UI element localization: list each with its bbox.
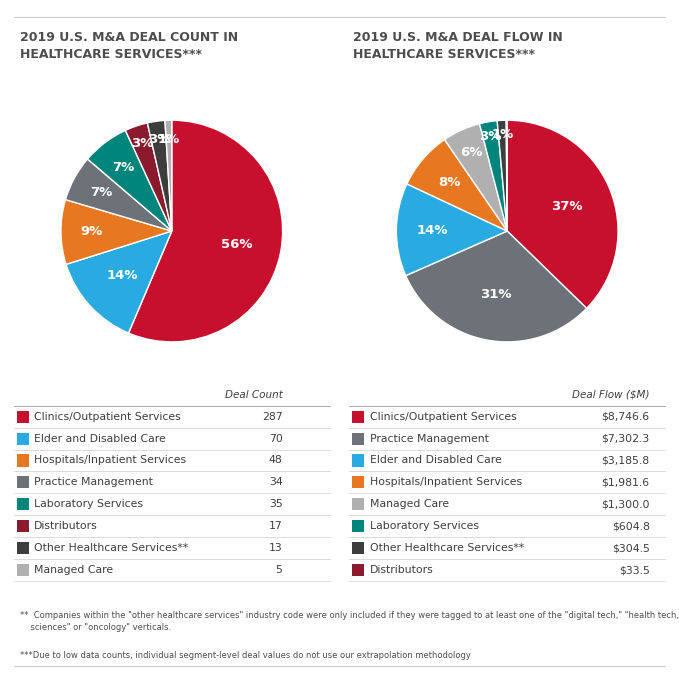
Text: 35: 35 [269,499,282,510]
Text: Hospitals/Inpatient Services: Hospitals/Inpatient Services [34,456,186,466]
Text: Practice Management: Practice Management [369,434,488,444]
Text: Clinics/Outpatient Services: Clinics/Outpatient Services [369,412,516,421]
Wedge shape [407,140,507,231]
Wedge shape [406,231,587,342]
Text: Managed Care: Managed Care [34,565,113,575]
Wedge shape [397,184,507,275]
Text: 9%: 9% [81,225,103,238]
Wedge shape [65,159,172,231]
Text: $604.8: $604.8 [612,521,650,532]
Text: 2019 U.S. M&A DEAL FLOW IN
HEALTHCARE SERVICES***: 2019 U.S. M&A DEAL FLOW IN HEALTHCARE SE… [353,31,563,61]
Text: Practice Management: Practice Management [34,477,153,488]
Text: 2019 U.S. M&A DEAL COUNT IN
HEALTHCARE SERVICES***: 2019 U.S. M&A DEAL COUNT IN HEALTHCARE S… [20,31,238,61]
Text: Laboratory Services: Laboratory Services [34,499,143,510]
Text: Deal Flow ($M): Deal Flow ($M) [572,390,650,399]
Text: 5: 5 [276,565,282,575]
Text: Elder and Disabled Care: Elder and Disabled Care [34,434,166,444]
Text: ***Due to low data counts, individual segment-level deal values do not use our e: ***Due to low data counts, individual se… [20,651,471,660]
Bar [17,476,29,488]
Text: $33.5: $33.5 [619,565,650,575]
Text: Managed Care: Managed Care [369,499,449,510]
Text: 8%: 8% [439,176,461,188]
Bar [352,432,364,445]
Wedge shape [147,121,172,231]
Text: Other Healthcare Services**: Other Healthcare Services** [34,543,188,553]
Text: 70: 70 [269,434,282,444]
Bar [17,410,29,423]
Text: $1,300.0: $1,300.0 [601,499,650,510]
Text: 17: 17 [269,521,282,532]
Text: 287: 287 [262,412,282,421]
Wedge shape [165,120,172,231]
Bar [352,410,364,423]
Bar [17,498,29,510]
Text: Hospitals/Inpatient Services: Hospitals/Inpatient Services [369,477,521,488]
Text: $304.5: $304.5 [612,543,650,553]
Text: 7%: 7% [113,161,134,174]
Wedge shape [445,124,507,231]
Text: 14%: 14% [107,269,139,282]
Text: 48: 48 [269,456,282,466]
Bar [352,454,364,466]
Bar [17,564,29,576]
Text: 13: 13 [269,543,282,553]
Text: 14%: 14% [416,223,447,236]
Text: 6%: 6% [460,146,483,159]
Text: Clinics/Outpatient Services: Clinics/Outpatient Services [34,412,181,421]
Wedge shape [479,121,507,231]
Text: $1,981.6: $1,981.6 [602,477,650,488]
Wedge shape [126,123,172,231]
Bar [17,454,29,466]
Bar [352,476,364,488]
Bar [352,543,364,554]
Bar [352,521,364,532]
Wedge shape [66,231,172,333]
Text: 7%: 7% [90,186,113,199]
Bar [17,543,29,554]
Bar [352,564,364,576]
Text: $3,185.8: $3,185.8 [602,456,650,466]
Text: Elder and Disabled Care: Elder and Disabled Care [369,456,501,466]
Text: 31%: 31% [480,288,511,301]
Wedge shape [497,120,507,231]
Text: 56%: 56% [221,238,253,251]
Text: $8,746.6: $8,746.6 [602,412,650,421]
Wedge shape [507,120,618,308]
Text: Distributors: Distributors [369,565,433,575]
Wedge shape [88,130,172,231]
Text: $7,302.3: $7,302.3 [602,434,650,444]
Text: Other Healthcare Services**: Other Healthcare Services** [369,543,524,553]
Text: 1%: 1% [158,133,180,146]
Wedge shape [61,199,172,264]
Text: 37%: 37% [551,199,582,212]
Text: 3%: 3% [131,138,153,151]
Wedge shape [128,120,282,342]
Text: **  Companies within the "other healthcare services" industry code were only inc: ** Companies within the "other healthcar… [20,611,679,632]
Text: 3%: 3% [147,134,170,147]
Bar [17,432,29,445]
Text: Distributors: Distributors [34,521,98,532]
Text: Laboratory Services: Laboratory Services [369,521,479,532]
Bar [352,498,364,510]
Text: 3%: 3% [479,129,502,142]
Text: 34: 34 [269,477,282,488]
Text: Deal Count: Deal Count [225,390,282,399]
Bar [17,521,29,532]
Text: 1%: 1% [492,128,513,141]
